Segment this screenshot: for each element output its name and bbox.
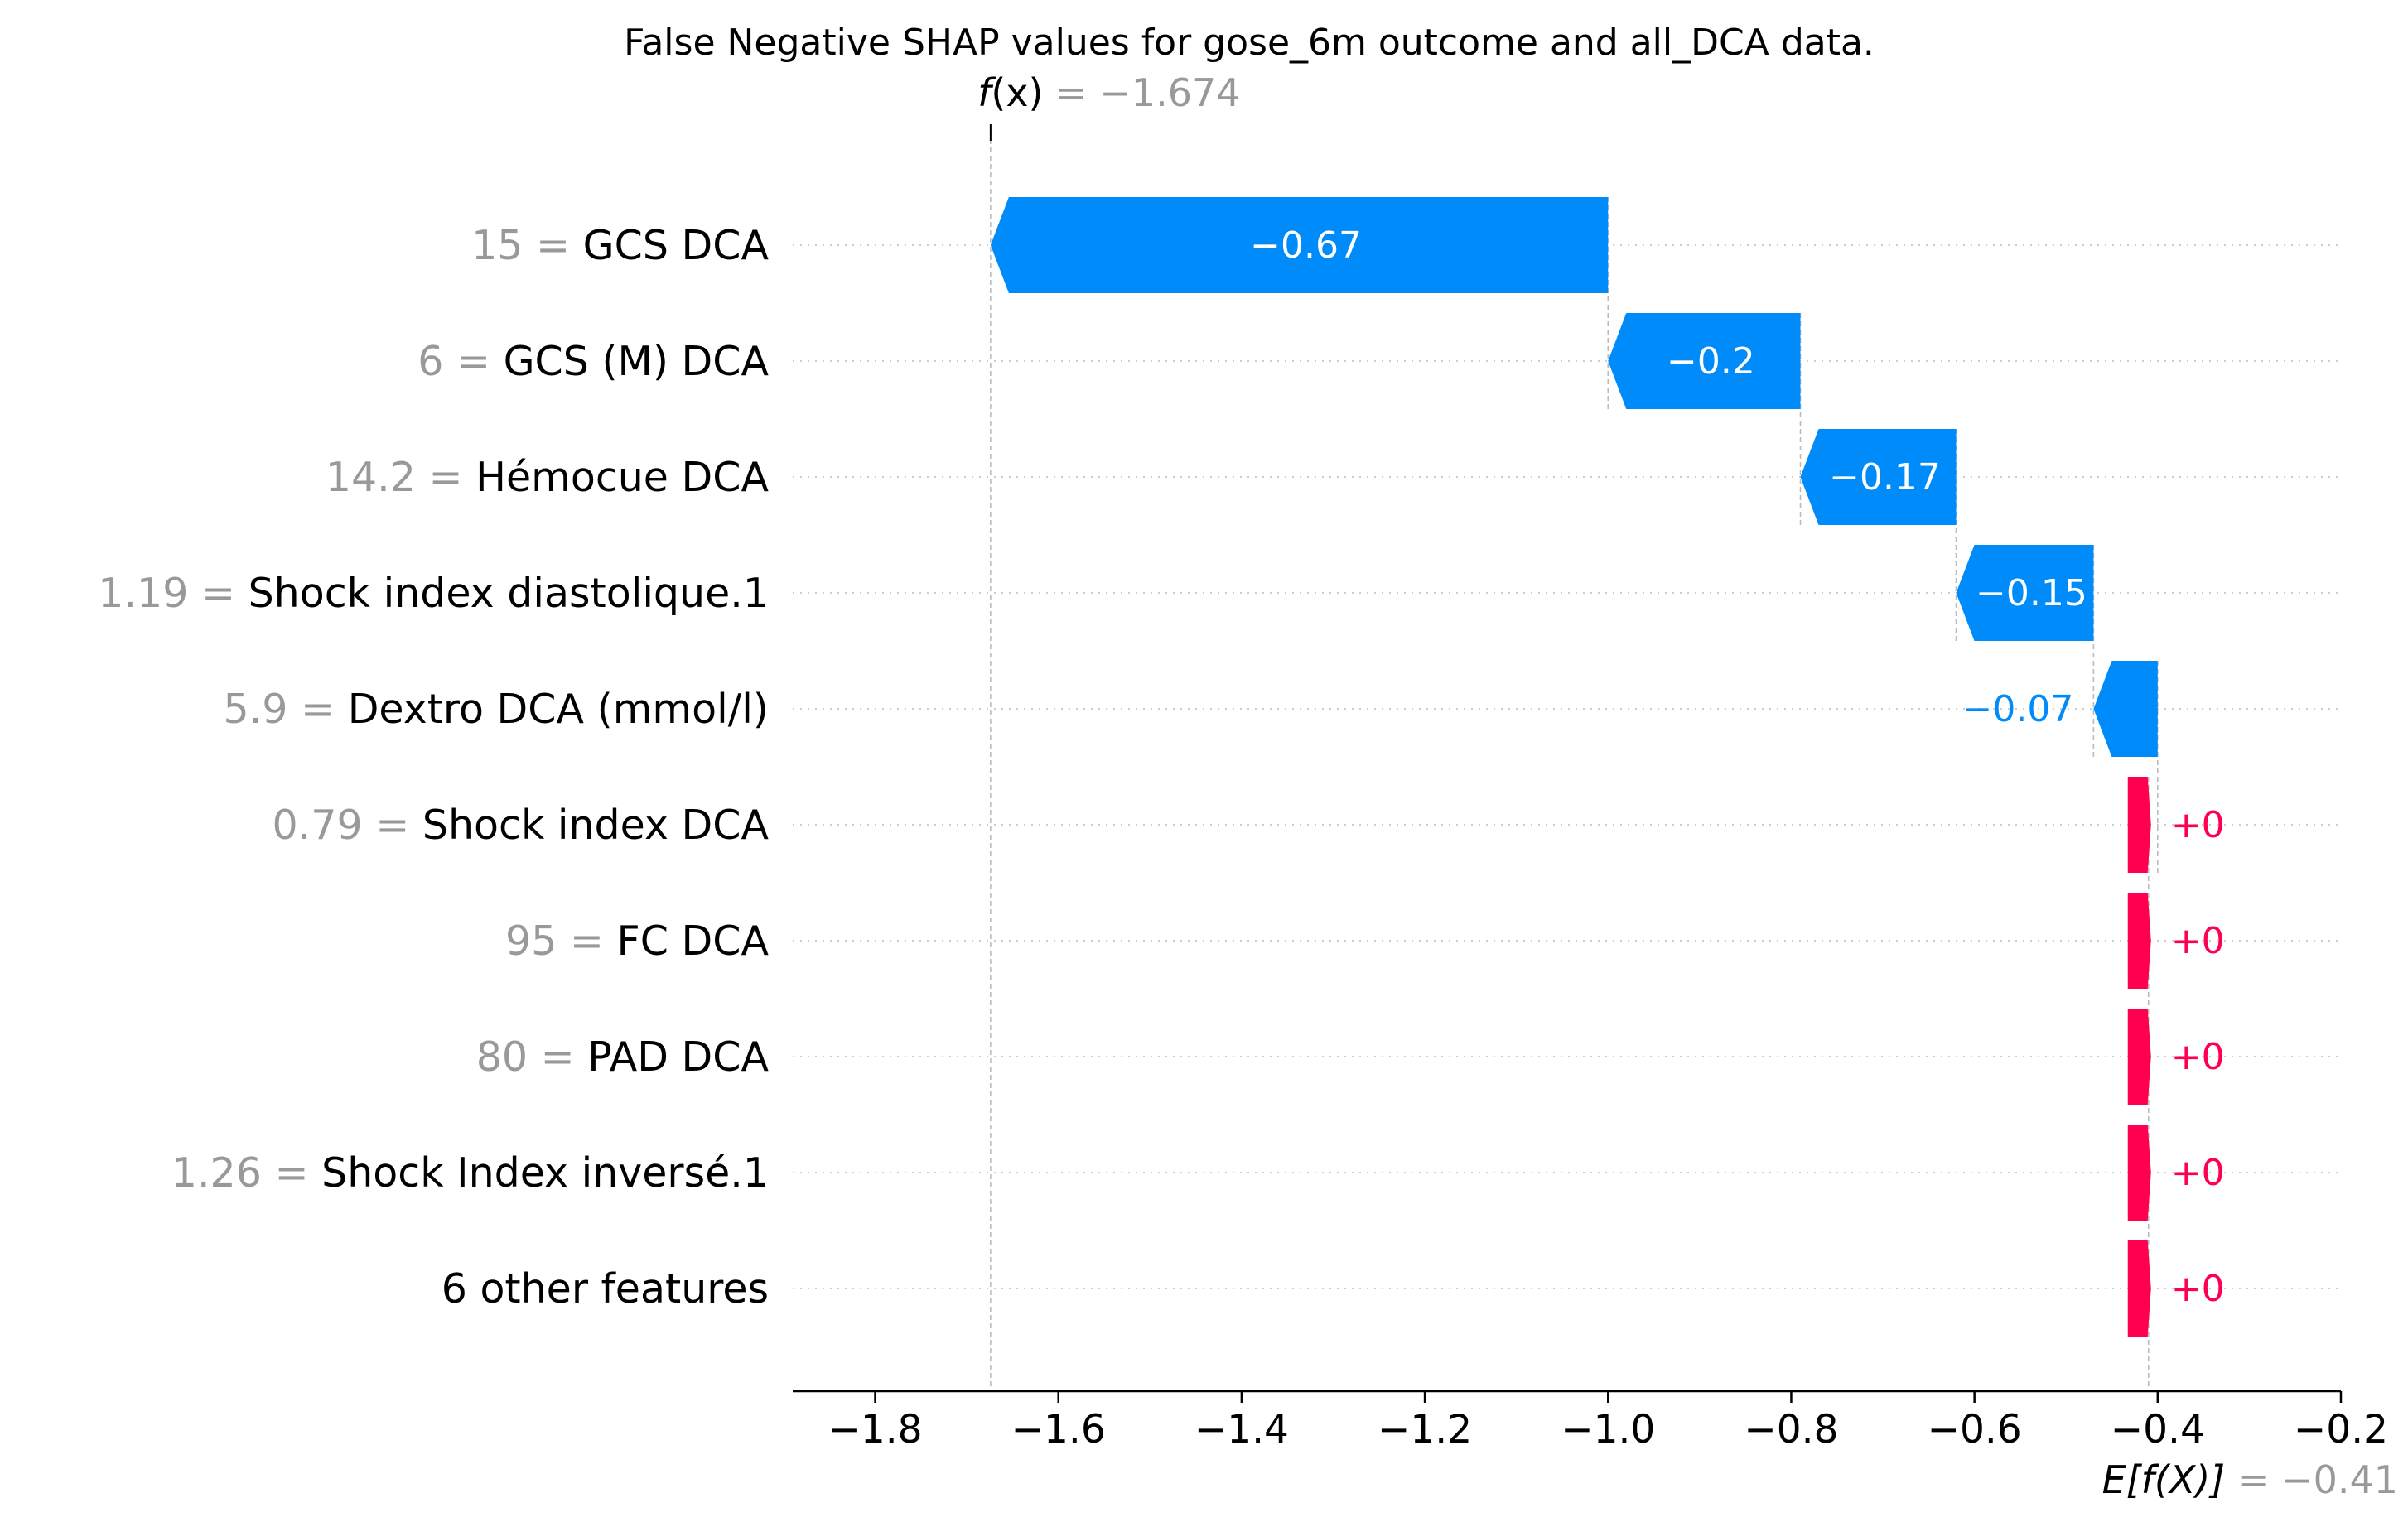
expected-annotation: E[f(X)] = −0.41: [2102, 1457, 2398, 1502]
x-axis: −1.8 −1.6 −1.4 −1.2 −1.0 −0.8 −0.6 −0.4 −0.2: [793, 1390, 2388, 1452]
shap-value-label: −0.15: [1976, 572, 2087, 614]
feature-name: 6 other features: [442, 1265, 769, 1312]
shap-value-label: −0.2: [1667, 340, 1755, 383]
feature-label: 1.26 = Shock Index inversé.1: [171, 1149, 769, 1197]
feature-value: 5.9 =: [224, 686, 348, 733]
positive-shap-bar: [2127, 1240, 2151, 1337]
feature-value: 1.26 =: [171, 1149, 321, 1197]
feature-name: Shock index diastolique.1: [249, 570, 769, 617]
feature-name: Shock index DCA: [422, 802, 770, 849]
shap-value-label: −0.17: [1829, 456, 1941, 499]
chart-title: False Negative SHAP values for gose_6m o…: [624, 22, 1875, 64]
feature-value: 6 =: [417, 338, 503, 385]
feature-label: 15 = GCS DCA: [471, 222, 769, 269]
connector-guides: [989, 124, 2159, 1391]
feature-name: Hémocue DCA: [475, 454, 769, 501]
positive-shap-bar: [2127, 777, 2151, 873]
feature-labels: 15 = GCS DCA 6 = GCS (M) DCA 14.2 = Hémocu…: [98, 222, 769, 1312]
feature-label: 6 = GCS (M) DCA: [417, 338, 769, 385]
feature-name: Shock Index inversé.1: [321, 1149, 769, 1197]
feature-label: 0.79 = Shock index DCA: [273, 802, 770, 849]
positive-shap-bar: [2127, 1125, 2151, 1221]
x-tick-label: −1.0: [1561, 1407, 1655, 1452]
x-tick-label: −1.8: [828, 1407, 922, 1452]
shap-value-label: +0: [2171, 1036, 2225, 1078]
feature-name: Dextro DCA (mmol/l): [348, 686, 769, 733]
feature-label: 80 = PAD DCA: [476, 1033, 770, 1081]
negative-shap-bar: [1608, 313, 1801, 409]
x-tick-label: −1.6: [1011, 1407, 1106, 1452]
feature-value: 95 =: [505, 918, 617, 965]
positive-shap-bar: [2127, 893, 2151, 989]
shap-value-label: +0: [2171, 920, 2225, 962]
negative-shap-bar: [1800, 429, 1957, 525]
expected-symbol: E[f(X)]: [2102, 1457, 2226, 1502]
feature-name: GCS (M) DCA: [504, 338, 770, 385]
feature-label: 14.2 = Hémocue DCA: [326, 454, 770, 501]
x-tick-label: −1.2: [1378, 1407, 1472, 1452]
expected-value: = −0.41: [2225, 1457, 2398, 1502]
row-gridlines: [793, 244, 2341, 1289]
positive-shap-bar: [2127, 1009, 2151, 1105]
shap-value-label: +0: [2171, 804, 2225, 846]
x-tick-label: −0.6: [1928, 1407, 2022, 1452]
x-tick-label: −0.2: [2294, 1407, 2388, 1452]
feature-value: 80 =: [476, 1033, 588, 1081]
fx-annotation: f(x) = −1.674: [977, 70, 1240, 115]
feature-value: 15 =: [471, 222, 583, 269]
fx-value: = −1.674: [1044, 70, 1241, 115]
shap-value-label: +0: [2171, 1152, 2225, 1194]
feature-name: GCS DCA: [583, 222, 770, 269]
feature-value: 1.19 =: [98, 570, 248, 617]
feature-label: 6 other features: [442, 1265, 769, 1312]
feature-name: FC DCA: [617, 918, 770, 965]
fx-label: f(x) = −1.674: [977, 70, 1240, 115]
feature-value: 14.2 =: [326, 454, 475, 501]
negative-shap-bar: [1956, 545, 2094, 641]
shap-value-label: −0.67: [1250, 224, 1362, 267]
feature-name: PAD DCA: [587, 1033, 769, 1081]
feature-value: 0.79 =: [273, 802, 422, 849]
feature-label: 95 = FC DCA: [505, 918, 769, 965]
feature-label: 1.19 = Shock index diastolique.1: [98, 570, 769, 617]
shap-value-label: −0.07: [1962, 688, 2074, 730]
bars: −0.67 −0.2 −0.17 −0.15 −0.07 +0 +0 +0 +0 +0: [990, 197, 2225, 1337]
feature-label: 5.9 = Dextro DCA (mmol/l): [224, 686, 769, 733]
negative-shap-bar: [2093, 661, 2158, 757]
fx-symbol-arg: (x): [991, 70, 1043, 115]
expected-label: E[f(X)] = −0.41: [2102, 1457, 2398, 1502]
negative-shap-bar: [990, 197, 1609, 293]
x-tick-label: −0.8: [1744, 1407, 1838, 1452]
x-tick-label: −0.4: [2111, 1407, 2205, 1452]
x-tick-label: −1.4: [1194, 1407, 1289, 1452]
shap-value-label: +0: [2171, 1268, 2225, 1310]
